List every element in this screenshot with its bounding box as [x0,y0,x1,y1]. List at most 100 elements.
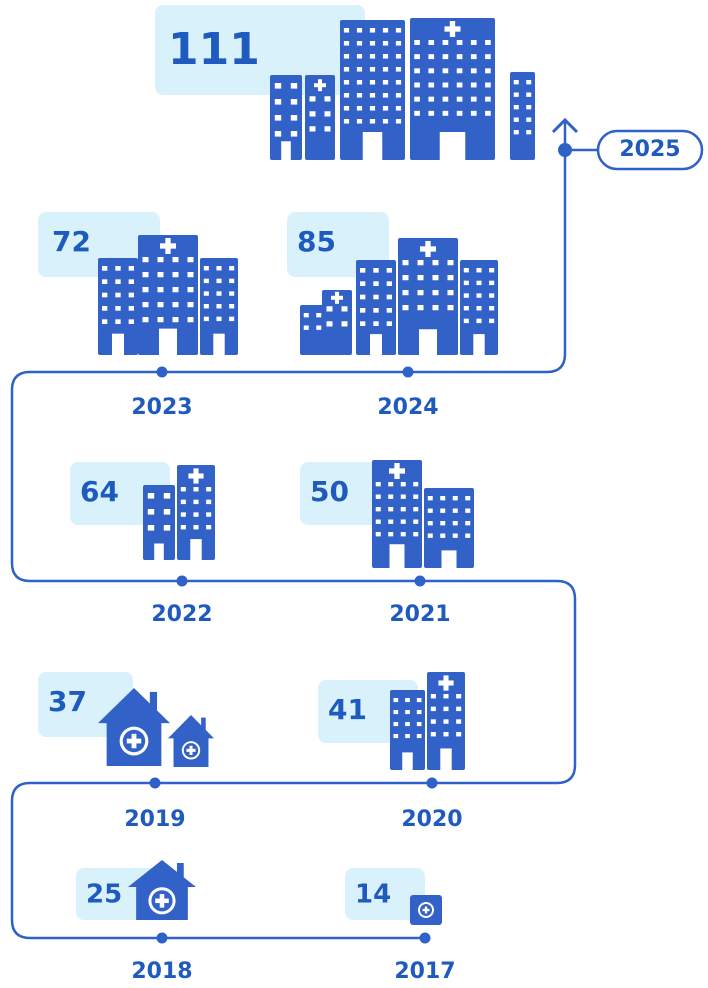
window [142,257,149,263]
window [427,496,433,501]
window [428,96,435,102]
window [395,106,402,111]
window [229,304,235,309]
window [432,275,439,281]
window [485,82,491,88]
window [402,275,409,281]
window [405,722,410,727]
window [400,482,406,487]
window [216,266,222,271]
window [526,105,532,110]
window [369,67,376,72]
timeline-dot [402,366,414,378]
window [442,96,449,102]
window [172,287,179,293]
window [274,99,282,105]
window [172,302,179,308]
door [112,333,124,355]
window [216,278,222,284]
window [427,508,433,513]
window [456,40,463,45]
window [470,110,477,116]
window [102,266,108,271]
window [443,732,449,737]
window [382,80,389,85]
count: 25 [86,880,122,910]
cross [314,83,326,88]
window [187,272,194,278]
building [372,460,422,568]
window [416,734,422,739]
count: 85 [297,225,336,258]
window [413,494,419,499]
window [414,96,420,102]
window [513,92,519,97]
window [432,305,439,311]
window [388,494,394,499]
window [413,507,419,512]
window [413,519,419,524]
cross [438,680,454,686]
cross [389,468,405,474]
window [115,306,121,311]
window [356,28,363,33]
timeline-dot [558,143,572,157]
window [440,496,446,501]
window [470,68,477,74]
window [456,68,463,74]
window [413,482,419,487]
window [447,305,454,311]
window [147,509,155,515]
window [360,294,366,300]
window [356,54,363,59]
count-box [155,5,365,95]
window [375,532,381,537]
window [382,54,389,59]
window [203,278,209,284]
window [417,305,424,311]
window [465,496,471,501]
window [442,68,449,74]
window [203,316,209,322]
window [163,493,171,499]
window [206,512,212,517]
window [375,494,381,499]
window [430,719,436,724]
door [402,752,413,770]
window [180,525,186,530]
window [115,319,121,324]
window [375,482,381,487]
window [395,93,402,98]
door [473,334,485,355]
window [187,257,194,263]
chimney [149,691,158,712]
window [485,110,491,116]
building [143,485,175,560]
window [142,272,149,278]
window [163,525,171,531]
window [513,130,519,135]
window [187,317,194,323]
window [414,54,420,60]
window [393,710,399,715]
window [229,316,235,322]
window [416,722,422,727]
window [180,512,186,517]
window [147,525,155,531]
window [172,317,179,323]
window [463,280,469,286]
window [128,306,134,311]
door [439,132,466,160]
window [157,302,164,308]
window [343,54,350,59]
window [395,41,402,46]
cross [422,908,430,912]
window [356,80,363,85]
count: 41 [328,693,367,726]
window [414,40,420,45]
window [163,509,171,515]
window [443,694,449,699]
window [290,83,298,89]
window [229,266,235,271]
